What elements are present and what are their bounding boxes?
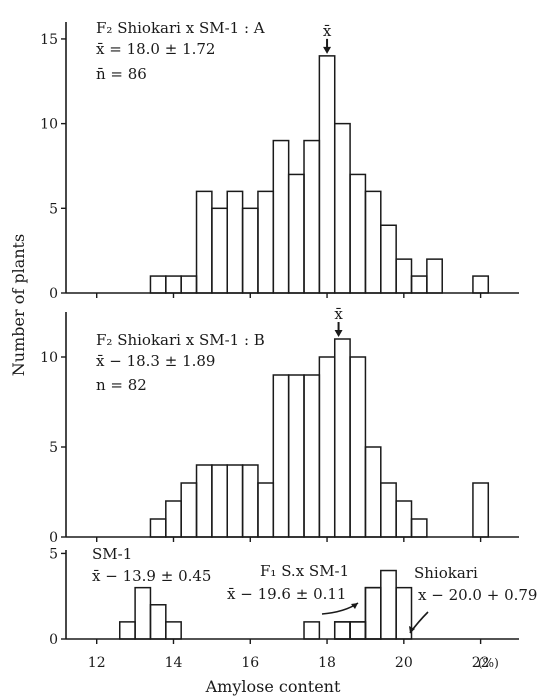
series-bar [165,275,182,294]
x-tick-label: 12 [88,655,106,671]
series-bar [180,482,198,538]
series-bar [257,482,275,538]
panel-b: F₂ Shiokari x SM-1 : B x̄ − 18.3 ± 1.89 … [40,305,519,546]
x-axis: 12 14 16 18 20 22 (%) Amylose content [88,655,499,696]
sm-1-bar [118,621,136,640]
series-bar [272,139,290,294]
series-bar [149,275,167,294]
panel-b-mean-marker: x̄ [334,305,343,337]
series-bar [364,190,382,294]
shiokari-label: Shiokari [414,564,478,582]
series-bar [318,356,336,538]
series-bar [349,356,367,538]
series-bar [410,518,428,538]
shiokari-bar [349,621,367,640]
x-tick-label: 20 [395,655,413,671]
series-bar [226,464,244,538]
y-tick-label: 15 [40,32,58,48]
x-tick-label: 18 [318,655,336,671]
series-bar [395,500,413,538]
series-bar [472,482,490,538]
panel-a-mean-arrow [323,38,332,54]
series-bar [380,482,397,538]
series-bar [410,275,428,294]
series-bar [333,338,351,538]
series-bar [333,122,351,294]
panel-parents: SM-1 x̄ − 13.9 ± 0.45 F₁ S.x SM-1 x̄ − 1… [49,545,537,648]
series-bar [380,224,397,294]
y-tick-label: 10 [40,350,58,366]
series-bar [226,190,244,294]
series-bar [195,190,213,294]
shiokari-bar [333,621,351,640]
panel-b-mean-symbol: x̄ [334,305,343,323]
series-bar [211,207,228,294]
panel-b-mean: x̄ − 18.3 ± 1.89 [96,352,215,370]
f1-label: F₁ S.x SM-1 [260,562,349,580]
series-bar [364,446,382,538]
panel-a: F₂ Shiokari x SM-1 : A x̄ = 18.0 ± 1.72 … [40,19,519,302]
y-tick-label: 5 [49,201,58,217]
shiokari-bar [364,586,382,640]
series-bar [241,207,259,294]
shiokari-bar [395,586,413,640]
series-bar [395,258,413,294]
series-bar [303,139,321,294]
series-bar [303,374,321,538]
panel-a-mean: x̄ = 18.0 ± 1.72 [96,40,215,58]
f-s-x-sm-1-bar [333,621,351,640]
x-tick-label: 16 [241,655,259,671]
sm-1-bar [149,604,167,640]
x-unit-label: (%) [478,656,499,670]
series-bar [318,55,336,294]
f1-mean: x̄ − 19.6 ± 0.11 [227,585,346,603]
panel-b-n: n = 82 [96,376,147,394]
f-s-x-sm-1-bar [364,586,382,640]
series-bar [272,374,290,538]
series-bar [165,500,182,538]
series-bar [149,518,167,538]
x-tick-label: 22 [472,655,490,671]
y-axis-label: Number of plants [9,234,28,376]
series-bar [241,464,259,538]
panel-b-mean-arrow [334,322,343,337]
sm1-label: SM-1 [92,545,132,563]
f1-pointer-arrowhead [351,603,358,609]
y-tick-label: 0 [49,286,58,302]
y-tick-label: 5 [49,440,58,456]
y-tick-label: 0 [49,530,58,546]
y-tick-label: 5 [49,546,58,562]
x-axis-label: Amylose content [205,677,341,696]
f-s-x-sm-1-bar [349,621,367,640]
x-tick-label: 14 [165,655,183,671]
panel-a-mean-symbol: x̄ [323,22,332,40]
series-bar [287,173,305,294]
series-bar [472,275,490,294]
y-tick-label: 10 [40,117,58,133]
panel-b-title: F₂ Shiokari x SM-1 : B [96,331,265,349]
shiokari-bar [380,569,397,640]
sm-1-bar [165,621,182,640]
panel-a-n: n̄ = 86 [96,65,147,83]
series-bar [195,464,213,538]
sm-1-bar [134,586,152,640]
panel-a-mean-marker: x̄ [323,22,332,54]
y-tick-label: 0 [49,632,58,648]
sm1-mean: x̄ − 13.9 ± 0.45 [92,567,211,585]
series-bar [180,275,198,294]
series-bar [287,374,305,538]
series-bar [211,464,228,538]
series-bar [349,173,367,294]
series-bar [426,258,443,294]
shiokari-mean: x − 20.0 + 0.79 [418,586,537,604]
panel-a-title: F₂ Shiokari x SM-1 : A [96,19,265,37]
shiokari-bar [303,621,321,640]
series-bar [257,190,275,294]
